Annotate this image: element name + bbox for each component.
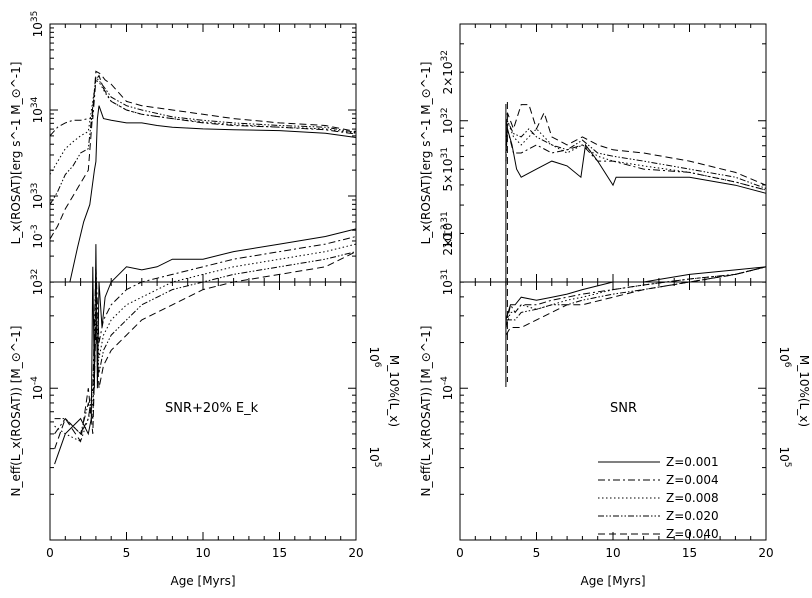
- y-tick-label: 2×1031: [440, 211, 455, 255]
- y-axis-label: N_eff(L_x(ROSAT)) [M_⊙^-1]: [9, 326, 23, 497]
- x-tick-label: 20: [348, 546, 363, 560]
- legend-label: Z=0.020: [666, 509, 719, 523]
- annotation-left-panel: SNR+20% E_k: [165, 401, 259, 416]
- series-line-top-right: [505, 128, 767, 191]
- series-line-bottom-right: [505, 266, 767, 321]
- series-line-bottom-left: [54, 251, 357, 435]
- x-tick-label: 10: [605, 546, 620, 560]
- y-tick-label: 1033: [30, 183, 45, 210]
- y-tick-label: 1035: [30, 11, 45, 38]
- series-line-bottom-right: [505, 266, 767, 328]
- x-tick-label: 5: [123, 546, 131, 560]
- series-line-bottom-right: [505, 266, 767, 336]
- legend-label: Z=0.040: [666, 527, 719, 541]
- y2-axis-label: M_10%(L_x): [387, 355, 401, 427]
- series-line-bottom-left: [54, 236, 357, 435]
- series-line-top-right: [505, 120, 767, 191]
- legend: Z=0.001 Z=0.004 Z=0.008 Z=0.020 Z=0.040: [598, 455, 719, 541]
- annotation-right-panel: SNR: [610, 401, 637, 416]
- series-line-bottom-left: [54, 251, 357, 450]
- series-line-top-left: [49, 76, 357, 205]
- x-tick-label: 20: [758, 546, 773, 560]
- y-tick-label: 10-4: [440, 376, 455, 401]
- series-line-top-left: [49, 78, 357, 175]
- y2-tick-label: 106: [367, 346, 382, 367]
- series-line-top-right: [505, 118, 767, 189]
- series-line-top-left: [69, 105, 357, 283]
- x-axis-label: Age [Myrs]: [580, 574, 645, 588]
- y-tick-label: 10-3: [30, 224, 45, 248]
- y-tick-label: 10-3: [440, 224, 455, 248]
- legend-label: Z=0.008: [666, 491, 719, 505]
- y-tick-label: 1032: [440, 107, 455, 134]
- y-axis-label: L_x(ROSAT)[erg s^-1 M_⊙^-1]: [9, 62, 23, 245]
- x-tick-label: 0: [46, 546, 54, 560]
- y-axis-label: L_x(ROSAT)[erg s^-1 M_⊙^-1]: [419, 62, 433, 245]
- x-axis-label: Age [Myrs]: [170, 574, 235, 588]
- y-tick-label: 1034: [30, 96, 45, 123]
- x-tick-label: 0: [456, 546, 464, 560]
- y-axis-label: N_eff(L_x(ROSAT)) [M_⊙^-1]: [419, 326, 433, 497]
- series-line-top-left: [49, 74, 357, 137]
- y-tick-label: 1032: [30, 269, 45, 296]
- y2-axis-label: M_10%(L_x): [797, 355, 811, 427]
- series-line-top-right: [505, 128, 767, 194]
- legend-label: Z=0.004: [666, 473, 719, 487]
- y2-tick-label: 105: [777, 446, 792, 467]
- y-tick-label: 2×1032: [440, 50, 455, 94]
- series-line-top-left: [49, 70, 357, 240]
- x-tick-label: 10: [195, 546, 210, 560]
- x-tick-label: 15: [272, 546, 287, 560]
- legend-label: Z=0.001: [666, 455, 719, 469]
- y-tick-label: 1031: [440, 269, 455, 296]
- y-tick-label: 5×1031: [440, 147, 455, 191]
- x-tick-label: 5: [533, 546, 541, 560]
- series-line-bottom-left: [54, 228, 357, 465]
- series-line-bottom-left: [54, 243, 357, 443]
- y-tick-label: 10-4: [30, 376, 45, 401]
- y2-tick-label: 106: [777, 346, 792, 367]
- x-tick-label: 15: [682, 546, 697, 560]
- y2-tick-label: 105: [367, 446, 382, 467]
- series-line-top-right: [505, 104, 767, 186]
